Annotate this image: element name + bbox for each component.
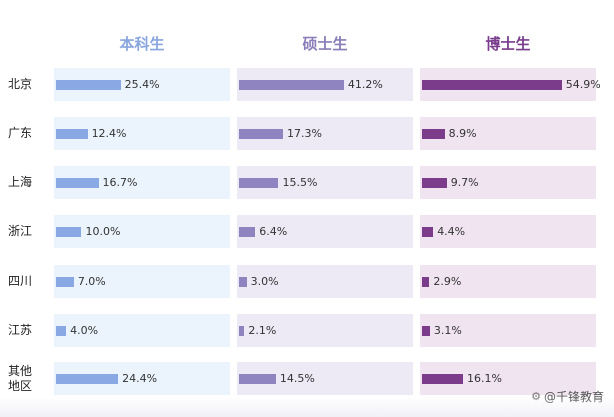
bar-cell: 9.7% [420,166,596,199]
data-bar [422,80,562,90]
bar-cell: 7.0% [54,265,230,298]
data-label: 2.1% [248,324,277,337]
bar-cell: 6.4% [237,215,413,248]
bar-cell: 25.4% [54,68,230,101]
bar-cell: 4.0% [54,314,230,347]
data-label: 16.7% [102,176,138,189]
data-label: 10.0% [85,225,121,238]
bar-cell: 15.5% [237,166,413,199]
bar-cell: 41.2% [237,68,413,101]
bar-cell: 16.1% [420,362,596,395]
data-label: 2.9% [433,275,462,288]
data-bar [422,178,447,188]
column-title: 博士生 [485,35,531,53]
bar-cell: 17.3% [237,117,413,150]
data-bar [422,374,463,384]
row-label: 北京 [8,77,33,91]
column-title: 硕士生 [302,35,348,53]
data-bar [56,326,67,336]
bar-cell: 2.1% [237,314,413,347]
row-label: 江苏 [8,323,33,337]
data-label: 12.4% [91,127,127,140]
data-bar [56,178,99,188]
column-title: 本科生 [119,35,165,53]
data-label: 6.4% [259,225,288,238]
row-label: 四川 [8,274,33,288]
bar-cell: 16.7% [54,166,230,199]
data-bar [239,374,276,384]
bar-cell: 24.4% [54,362,230,395]
data-label: 54.9% [565,78,601,91]
bar-cell: 4.4% [420,215,596,248]
data-bar [239,277,247,287]
data-bar [56,80,121,90]
data-label: 3.1% [433,324,462,337]
data-label: 25.4% [124,78,160,91]
data-bar [422,227,434,237]
data-bar [422,326,430,336]
data-label: 14.5% [279,372,315,385]
data-label: 7.0% [77,275,106,288]
data-bar [239,80,344,90]
data-bar [422,277,430,287]
bottom-fade [0,397,614,417]
data-label: 8.9% [448,127,477,140]
row-label: 广东 [8,126,33,140]
data-label: 3.0% [250,275,279,288]
bar-cell: 54.9% [420,68,601,101]
data-bar [239,178,279,188]
data-bar [56,129,88,139]
bar-cell: 14.5% [237,362,413,395]
data-label: 16.1% [466,372,502,385]
bar-cell: 3.0% [237,265,413,298]
data-bar [56,277,74,287]
bar-cell: 8.9% [420,117,596,150]
data-label: 15.5% [282,176,318,189]
data-bar [239,227,256,237]
row-label: 上海 [8,175,33,189]
data-bar [239,129,284,139]
row-label: 浙江 [8,224,33,238]
data-bar [56,374,119,384]
bar-cell: 2.9% [420,265,596,298]
data-label: 41.2% [347,78,383,91]
data-label: 4.4% [437,225,466,238]
data-bar [239,326,245,336]
bar-cell: 12.4% [54,117,230,150]
data-label: 9.7% [450,176,479,189]
data-label: 17.3% [287,127,322,140]
data-label: 24.4% [122,372,158,385]
data-bar [422,129,445,139]
data-label: 4.0% [70,324,99,337]
row-label: 其他 地区 [8,363,33,393]
data-bar [56,227,82,237]
bar-cell: 10.0% [54,215,230,248]
bar-cell: 3.1% [420,314,596,347]
logo-icon: ⚙ [531,390,541,403]
